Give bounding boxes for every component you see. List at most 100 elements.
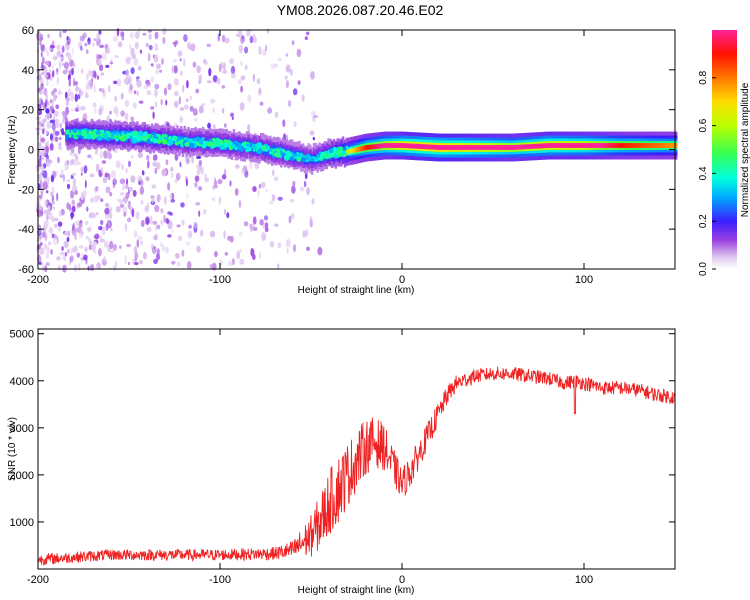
spectrogram-cell <box>587 143 591 148</box>
noise-speckle <box>101 88 105 94</box>
ridge-speckle <box>152 137 158 143</box>
spectrogram-cell <box>449 145 452 150</box>
noise-speckle <box>112 264 117 271</box>
noise-speckle <box>119 178 124 184</box>
noise-speckle <box>284 75 288 80</box>
noise-speckle <box>185 241 190 246</box>
y-tick-label: 40 <box>22 65 34 77</box>
noise-speckle <box>223 208 227 215</box>
spectrogram-cell <box>367 144 370 150</box>
noise-speckle <box>239 102 245 111</box>
ridge-speckle <box>256 142 262 148</box>
spectrogram-cell <box>664 143 667 148</box>
noise-speckle <box>287 100 292 107</box>
spectrogram-cell <box>598 143 602 148</box>
noise-speckle <box>75 86 79 92</box>
spectrogram-cell <box>376 143 379 149</box>
noise-speckle <box>98 107 103 116</box>
noise-speckle <box>98 248 102 257</box>
noise-speckle <box>56 76 59 85</box>
noise-speckle <box>93 249 97 254</box>
noise-speckle <box>171 260 176 265</box>
noise-speckle <box>83 254 88 261</box>
noise-speckle <box>44 74 48 79</box>
spectrogram-cell <box>473 145 476 150</box>
noise-speckle <box>235 33 241 37</box>
spectrogram-cell <box>533 143 536 149</box>
noise-speckle <box>290 213 295 220</box>
spectrogram-cell <box>392 143 396 148</box>
noise-speckle <box>120 192 124 196</box>
noise-speckle <box>127 202 131 209</box>
noise-speckle <box>193 108 197 113</box>
noise-speckle <box>141 170 145 176</box>
noise-speckle <box>249 161 253 170</box>
noise-speckle <box>194 181 198 188</box>
noise-speckle <box>171 65 174 74</box>
noise-speckle <box>163 214 166 223</box>
noise-speckle <box>118 161 121 167</box>
noise-speckle <box>77 93 81 100</box>
noise-speckle <box>57 221 63 227</box>
colorbar-tick-label: 0.0 <box>698 262 709 276</box>
spectrogram-cell <box>371 144 374 150</box>
noise-speckle <box>124 113 129 120</box>
noise-speckle <box>41 169 44 175</box>
spectrogram-cell <box>545 143 549 148</box>
noise-speckle <box>67 248 70 254</box>
noise-speckle <box>292 180 296 187</box>
spectrogram-x-axis: -200 -100 0 100 <box>27 30 593 286</box>
noise-speckle <box>102 52 107 61</box>
noise-speckle <box>180 70 183 76</box>
noise-speckle <box>218 63 222 73</box>
ridge-speckle <box>101 129 105 133</box>
noise-speckle <box>116 78 122 87</box>
spectrogram-cell <box>505 145 509 150</box>
noise-speckle <box>107 219 111 228</box>
noise-speckle <box>224 123 227 128</box>
noise-speckle <box>49 105 55 111</box>
noise-speckle <box>42 128 45 135</box>
y-tick-label: -20 <box>18 184 34 196</box>
spectrogram-cell <box>591 143 594 148</box>
noise-speckle <box>173 90 179 97</box>
noise-speckle <box>170 199 176 203</box>
spectrogram-cell <box>576 143 580 148</box>
spectrogram-cell <box>618 143 622 148</box>
noise-speckle <box>229 58 234 65</box>
spectrogram-cell <box>296 152 299 157</box>
ridge-speckle <box>245 148 250 153</box>
noise-speckle <box>69 248 74 254</box>
noise-speckle <box>129 83 134 91</box>
noise-speckle <box>87 238 92 242</box>
spectrogram-cell <box>669 143 672 148</box>
noise-speckle <box>223 62 226 71</box>
noise-speckle <box>70 146 75 154</box>
noise-speckle <box>125 178 129 186</box>
noise-speckle <box>292 88 298 96</box>
spectrogram-cell <box>67 129 70 135</box>
noise-speckle <box>265 222 269 229</box>
spectrogram-cell <box>667 143 671 148</box>
noise-speckle <box>46 146 49 155</box>
noise-speckle <box>137 65 142 71</box>
noise-speckle <box>171 229 174 234</box>
spectrogram-cell <box>620 143 623 148</box>
noise-speckle <box>60 168 64 178</box>
ridge-speckle <box>115 138 119 142</box>
spectrogram-cell <box>585 143 589 148</box>
noise-speckle <box>92 241 98 246</box>
y-tick-label: 3000 <box>10 423 34 435</box>
noise-speckle <box>193 221 198 229</box>
noise-speckle <box>127 261 130 266</box>
y-tick-label: 20 <box>22 105 34 117</box>
noise-speckle <box>172 58 177 63</box>
noise-speckle <box>67 230 70 237</box>
noise-speckle <box>256 78 261 85</box>
spectrogram-cell <box>147 133 150 139</box>
noise-speckle <box>63 61 69 70</box>
noise-speckle <box>125 75 129 83</box>
spectrogram-cell <box>604 143 607 148</box>
colorbar-label: Normalized spectral amplitude <box>740 82 750 217</box>
noise-speckle <box>274 111 279 118</box>
